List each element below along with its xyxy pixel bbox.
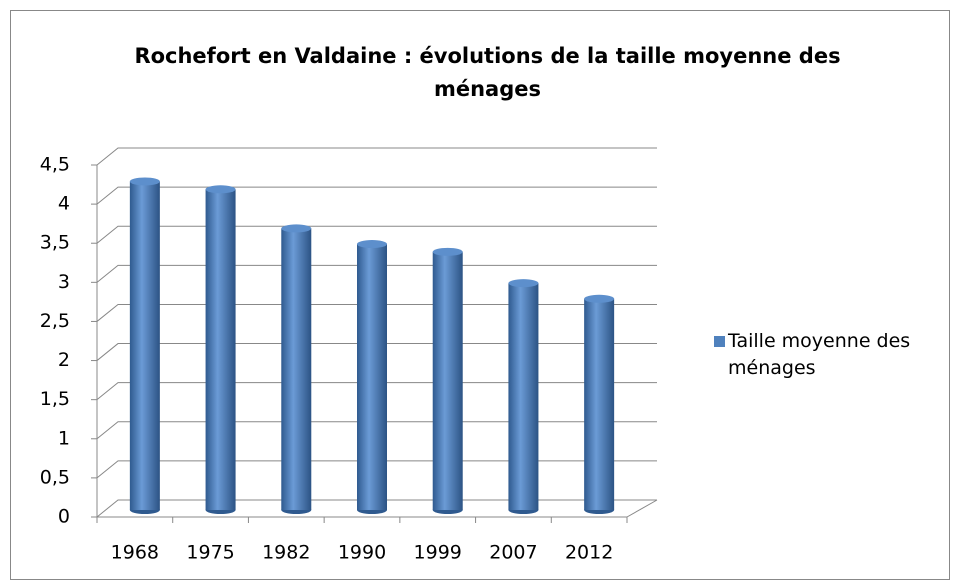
- grid-line: [96, 460, 657, 479]
- bar-top: [508, 279, 539, 288]
- y-tick-label: 1,5: [40, 388, 70, 410]
- bar-top: [281, 224, 312, 233]
- y-tick-label: 2: [58, 349, 70, 371]
- grid-line: [96, 303, 657, 322]
- bar: [584, 298, 615, 510]
- x-tick-label: 2012: [565, 542, 613, 564]
- chart-frame: [10, 10, 950, 580]
- y-tick-label: 0,5: [40, 466, 70, 488]
- bar: [357, 244, 387, 511]
- y-tick-label: 2,5: [40, 310, 70, 332]
- grid-line: [96, 264, 657, 283]
- y-tick-label: 3,5: [40, 232, 70, 254]
- bar-top: [357, 240, 387, 249]
- legend-swatch: [714, 336, 725, 347]
- y-tick-label: 4: [58, 193, 70, 215]
- bar-top: [432, 247, 463, 256]
- grid-line: [96, 147, 657, 166]
- bar: [205, 189, 236, 511]
- x-tick-label: 1990: [338, 542, 386, 564]
- bar: [129, 181, 160, 510]
- y-tick-label: 3: [58, 271, 70, 293]
- bar: [281, 228, 312, 510]
- x-tick-label: 1968: [111, 542, 159, 564]
- bar: [432, 251, 463, 510]
- axis-line: [626, 499, 658, 518]
- bar-top: [584, 294, 615, 303]
- grid-line: [96, 225, 657, 244]
- x-tick-label: 2007: [489, 542, 537, 564]
- y-tick-label: 4,5: [40, 154, 70, 176]
- bar: [508, 283, 539, 510]
- grid-line: [96, 382, 657, 401]
- chart-title: Rochefort en Valdaine : évolutions de la…: [134, 44, 841, 101]
- bar-top: [129, 177, 160, 186]
- x-tick-label: 1999: [414, 542, 462, 564]
- grid-line: [96, 186, 657, 205]
- x-tick-label: 1982: [262, 542, 310, 564]
- legend: Taille moyenne des ménages: [714, 328, 949, 382]
- grid-line: [96, 343, 657, 361]
- legend-label: Taille moyenne des ménages: [728, 330, 911, 379]
- y-tick-label: 0: [58, 506, 70, 528]
- x-tick-label: 1975: [186, 542, 234, 564]
- bar-top: [205, 185, 236, 194]
- grid-line: [96, 499, 657, 518]
- y-tick-label: 1: [58, 427, 70, 449]
- grid-line: [96, 421, 657, 440]
